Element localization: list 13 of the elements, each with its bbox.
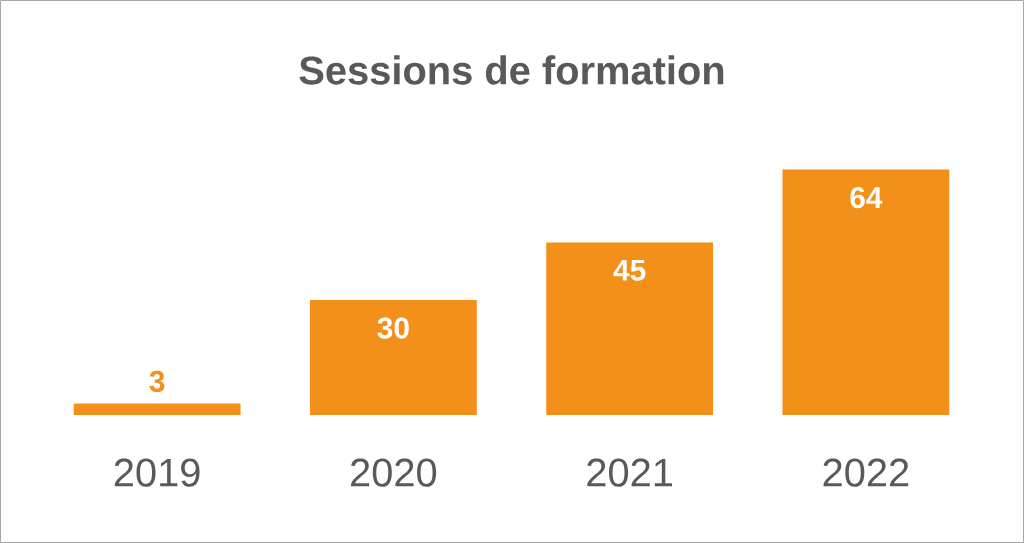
x-tick-label: 2021 (587, 458, 672, 487)
x-tick-label: 2022 (823, 458, 909, 487)
x-tick-label: 2020 (351, 458, 437, 487)
data-label: 3 (149, 370, 165, 392)
data-label: 30 (377, 317, 409, 339)
bar (782, 169, 950, 415)
bar (73, 403, 241, 415)
x-tick-label: 2019 (114, 458, 200, 487)
data-label: 64 (850, 187, 883, 209)
bar (546, 242, 714, 415)
data-label: 45 (613, 259, 646, 281)
bar (309, 299, 477, 415)
chart-title: Sessions de formation (299, 55, 724, 85)
